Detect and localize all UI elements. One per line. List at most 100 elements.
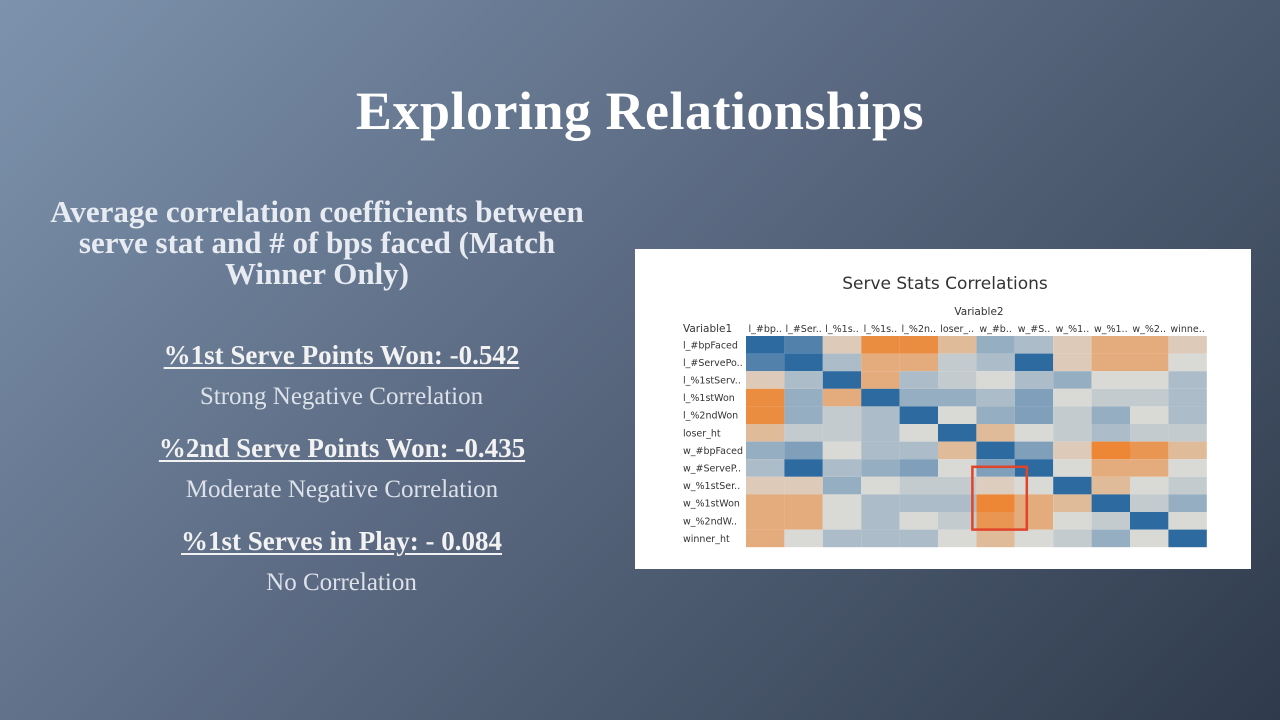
heatmap-cell [746,512,785,530]
heatmap-cell [1053,459,1092,477]
x-tick-label: w_%1.. [1056,324,1090,335]
heatmap-cell [1130,512,1169,530]
stat-description: No Correlation [266,569,417,596]
heatmap-cell [1053,494,1092,512]
heatmap-cell [784,406,823,424]
heatmap-cell [1014,494,1054,512]
heatmap-cell [938,406,977,424]
heatmap-cell [1168,459,1207,477]
heatmap-cell [938,353,977,372]
slide-subtitle: Average correlation coefficients between… [0,196,634,289]
heatmap-cell [1168,476,1207,495]
heatmap-cell [861,441,900,460]
stat-heading: %2nd Serve Points Won: -0.435 [158,433,526,463]
heatmap-cell [899,388,938,407]
heatmap-cell [1091,529,1130,548]
x-tick-label: l_%1s.. [825,324,858,335]
stat-block-second-serve-won: %2nd Serve Points Won: -0.435 Moderate N… [128,433,556,504]
heatmap-cell [822,476,862,495]
heatmap-cell [822,388,862,407]
heatmap-cell [938,371,977,389]
heatmap-cell [976,424,1015,442]
heatmap-cell [822,494,862,512]
heatmap-cell [746,476,785,495]
heatmap-cell [746,459,785,477]
heatmap-cell [1168,388,1207,407]
heatmap-cell [899,336,938,354]
heatmap-cell [822,424,862,442]
heatmap-cell [861,371,900,389]
y-tick-label: loser_ht [683,428,721,439]
heatmap-cell [1053,424,1092,442]
heatmap-cell [861,353,900,372]
x-tick-label: l_%2n.. [902,324,937,335]
y-tick-label: w_#bpFaced [683,446,743,457]
heatmap-cell [1130,388,1169,407]
subtitle-line-3: Winner Only) [224,256,410,291]
heatmap-card: Serve Stats Correlations Variable2 Varia… [635,249,1251,569]
heatmap-cell [1053,371,1092,389]
y-tick-label: winner_ht [683,534,730,545]
heatmap-cell [1168,424,1207,442]
y-tick-label: w_%1stWon [683,499,740,510]
heatmap-cell [1168,353,1207,372]
heatmap-cell [784,494,823,512]
x-tick-label: l_#Ser.. [785,324,821,335]
heatmap-cell [1091,512,1130,530]
heatmap-cell [1053,529,1092,548]
heatmap-cell [861,388,900,407]
heatmap-cell [899,459,938,477]
heatmap-cell [1014,459,1054,477]
heatmap-cell [938,459,977,477]
y-tick-label: l_#ServePo.. [683,358,743,369]
heatmap-cell [1091,441,1130,460]
heatmap-cell [784,476,823,495]
heatmap-cell [938,512,977,530]
heatmap-cell [976,476,1015,495]
heatmap-cell [822,406,862,424]
heatmap-cell [1014,441,1054,460]
heatmap-cell [1053,406,1092,424]
stat-block-first-serve-won: %1st Serve Points Won: -0.542 Strong Neg… [140,340,543,411]
heatmap-cell [899,424,938,442]
stat-heading: %1st Serve Points Won: -0.542 [163,340,520,370]
heatmap-cell [861,512,900,530]
heatmap-cell [784,529,823,548]
y-tick-label: w_%2ndW.. [683,516,737,527]
stat-heading: %1st Serves in Play: - 0.084 [181,526,502,556]
heatmap-cell [1130,529,1169,548]
heatmap-cell [938,529,977,548]
heatmap-cell [1130,476,1169,495]
heatmap-cell [1053,476,1092,495]
heatmap-cell [1091,336,1130,354]
heatmap-cell [1091,353,1130,372]
heatmap-cell [784,353,823,372]
heatmap-cell [1014,406,1054,424]
heatmap-cell [784,441,823,460]
heatmap-cell [784,371,823,389]
stat-block-first-serves-in-play: %1st Serves in Play: - 0.084 No Correlat… [140,526,543,597]
heatmap-cell [1091,406,1130,424]
y-tick-label: l_%2ndWon [683,411,738,422]
heatmap-cell [976,371,1015,389]
heatmap-cell [976,353,1015,372]
heatmap-cell [1130,371,1169,389]
heatmap-cell [784,459,823,477]
heatmap-cell [976,512,1015,530]
x-tick-label: w_%2.. [1132,324,1166,335]
heatmap-cell [976,406,1015,424]
heatmap-cell [1091,388,1130,407]
y-tick-label: l_%1stWon [683,393,735,404]
heatmap-cell [861,424,900,442]
heatmap-chart: Serve Stats Correlations Variable2 Varia… [683,274,1207,548]
heatmap-cell [1168,494,1207,512]
heatmap-cell [899,494,938,512]
heatmap-cell [976,529,1015,548]
subtitle-line-2: serve stat and # of bps faced (Match [78,225,556,260]
heatmap-cell [822,353,862,372]
heatmap-cell [899,512,938,530]
x-tick-label: l_%1s.. [864,324,897,335]
heatmap-cell [822,512,862,530]
y-axis-label: Variable1 [683,323,732,335]
heatmap-cell [1053,512,1092,530]
